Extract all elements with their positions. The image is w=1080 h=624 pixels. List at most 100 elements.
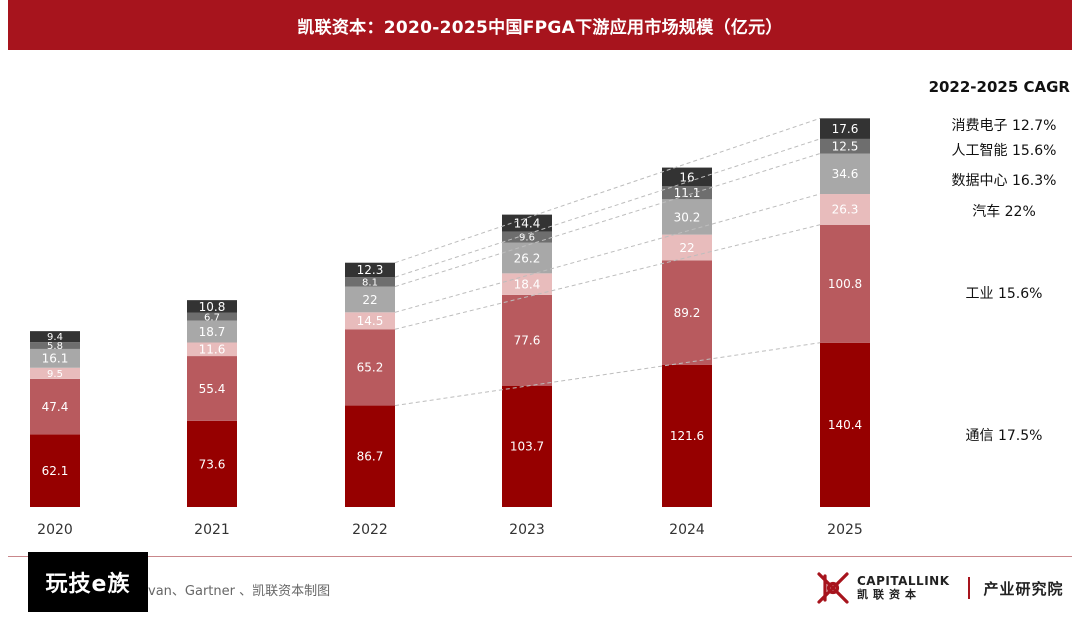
chart-title: 凯联资本：2020-2025中国FPGA下游应用市场规模（亿元）: [297, 17, 783, 38]
stacked-bar-chart: 62.1 47.4 9.5 16.15.89.4 2020 73.6 55.4 11.6 18.…: [30, 78, 1071, 538]
bar-segment-消费电子-2024: [662, 167, 712, 187]
bar-segment-数据中心-2025: [820, 153, 870, 195]
bar-segment-通信-2022: [345, 405, 395, 507]
data-label-数据中心-2024: 30.2: [674, 210, 701, 224]
data-label-汽车-2025: 26.3: [832, 203, 859, 217]
data-label-汽车-2024: 22: [679, 241, 694, 255]
bar-segment-汽车-2025: [820, 194, 870, 225]
data-label-人工智能-2023: 9.6: [519, 233, 535, 244]
bar-segment-通信-2025: [820, 342, 870, 507]
data-label-人工智能-2025: 12.5: [832, 140, 859, 154]
bar-segment-通信-2023: [502, 385, 552, 507]
x-tick-label-2022: 2022: [352, 522, 388, 538]
bar-segment-人工智能-2025: [820, 138, 870, 154]
data-label-通信-2023: 103.7: [510, 440, 544, 454]
bar-segment-消费电子-2023: [502, 214, 552, 232]
capitallink-logo-icon: [817, 572, 849, 604]
x-tick-label-2020: 2020: [37, 522, 73, 538]
data-label-数据中心-2023: 26.2: [514, 251, 541, 265]
data-label-通信-2025: 140.4: [828, 418, 862, 432]
data-label-通信-2022: 86.7: [357, 450, 384, 464]
logo-english: CAPITALLINK: [857, 574, 950, 589]
bar-segment-汽车-2020: [30, 367, 80, 379]
bar-segment-数据中心-2020: [30, 348, 80, 368]
bar-segment-工业-2023: [502, 294, 552, 386]
data-label-工业-2025: 100.8: [828, 277, 862, 291]
bar-segment-人工智能-2022: [345, 277, 395, 287]
logo-chinese: 凯联资本: [857, 587, 921, 601]
logo-separator: [967, 577, 970, 599]
data-label-数据中心-2021: 18.7: [199, 325, 226, 339]
bar-segment-工业-2025: [820, 224, 870, 343]
bar-segment-工业-2021: [187, 356, 237, 421]
footer-divider: [8, 556, 1072, 557]
capitallink-logo: CAPITALLINK 凯联资本 产业研究院: [815, 570, 1064, 606]
bar-segment-数据中心-2024: [662, 199, 712, 235]
data-label-汽车-2022: 14.5: [357, 314, 384, 328]
connector-line-消费电子: [394, 117, 821, 264]
data-label-通信-2024: 121.6: [670, 429, 704, 443]
data-label-人工智能-2020: 5.8: [47, 341, 63, 352]
x-tick-label-2021: 2021: [194, 522, 230, 538]
watermark-text: 玩技e族: [45, 572, 131, 597]
source-note: van、Gartner 、凯联资本制图: [148, 584, 331, 599]
data-label-工业-2024: 89.2: [674, 306, 701, 320]
connector-line-数据中心: [394, 153, 821, 288]
bar-segment-汽车-2022: [345, 312, 395, 330]
bar-segment-通信-2021: [187, 420, 237, 507]
cagr-legend-通信: 通信 17.5%: [966, 428, 1043, 444]
data-label-消费电子-2021: 10.8: [199, 300, 226, 314]
bar-segment-汽车-2023: [502, 273, 552, 295]
connector-line-人工智能: [394, 138, 821, 278]
connector-line-工业: [394, 224, 821, 330]
bar-segment-数据中心-2021: [187, 320, 237, 343]
data-label-工业-2021: 55.4: [199, 382, 226, 396]
bar-segment-工业-2024: [662, 260, 712, 365]
bar-segment-汽车-2021: [187, 342, 237, 357]
bar-segment-人工智能-2021: [187, 312, 237, 321]
institute-name: 产业研究院: [983, 579, 1064, 598]
bar-segment-人工智能-2020: [30, 342, 80, 349]
data-label-人工智能-2021: 6.7: [204, 312, 220, 323]
bar-segment-工业-2022: [345, 329, 395, 406]
bar-segment-数据中心-2022: [345, 286, 395, 313]
cagr-legend-汽车: 汽车 22%: [972, 203, 1036, 220]
data-label-汽车-2023: 18.4: [514, 277, 541, 291]
cagr-legend-数据中心: 数据中心 16.3%: [952, 173, 1057, 189]
data-label-数据中心-2020: 16.1: [42, 352, 69, 366]
x-tick-label-2025: 2025: [827, 522, 863, 538]
bar-segment-消费电子-2022: [345, 262, 395, 278]
data-label-消费电子-2020: 9.4: [47, 332, 63, 343]
connector-line-汽车: [394, 193, 821, 313]
x-tick-label-2024: 2024: [669, 522, 705, 538]
watermark: 玩技e族: [28, 552, 148, 612]
cagr-legend-工业: 工业 15.6%: [966, 286, 1043, 302]
connector-line-通信: [394, 342, 821, 407]
bar-segment-消费电子-2020: [30, 331, 80, 343]
bar-segment-消费电子-2021: [187, 300, 237, 313]
bar-segment-数据中心-2023: [502, 242, 552, 274]
bar-segment-消费电子-2025: [820, 118, 870, 139]
cagr-legend-消费电子: 消费电子 12.7%: [952, 118, 1057, 134]
chart-title-bar: 凯联资本：2020-2025中国FPGA下游应用市场规模（亿元）: [8, 0, 1072, 50]
data-label-工业-2022: 65.2: [357, 361, 384, 375]
cagr-legend-title: 2022-2025 CAGR: [929, 78, 1071, 96]
bar-segment-汽车-2024: [662, 234, 712, 261]
data-label-数据中心-2025: 34.6: [832, 167, 859, 181]
x-tick-label-2023: 2023: [509, 522, 545, 538]
data-label-数据中心-2022: 22: [362, 293, 377, 307]
bar-segment-通信-2024: [662, 364, 712, 507]
data-label-工业-2020: 47.4: [42, 400, 69, 414]
data-label-工业-2023: 77.6: [514, 334, 541, 348]
data-label-人工智能-2024: 11.1: [674, 186, 701, 200]
data-label-汽车-2021: 11.6: [199, 343, 226, 357]
bar-segment-人工智能-2023: [502, 231, 552, 243]
data-label-汽车-2020: 9.5: [47, 369, 63, 380]
bar-segment-工业-2020: [30, 378, 80, 435]
data-label-消费电子-2023: 14.4: [514, 216, 541, 230]
data-label-通信-2020: 62.1: [42, 464, 69, 478]
cagr-legend-人工智能: 人工智能 15.6%: [952, 143, 1057, 159]
data-label-人工智能-2022: 8.1: [362, 277, 378, 288]
data-label-消费电子-2022: 12.3: [357, 263, 384, 277]
bar-segment-人工智能-2024: [662, 186, 712, 200]
